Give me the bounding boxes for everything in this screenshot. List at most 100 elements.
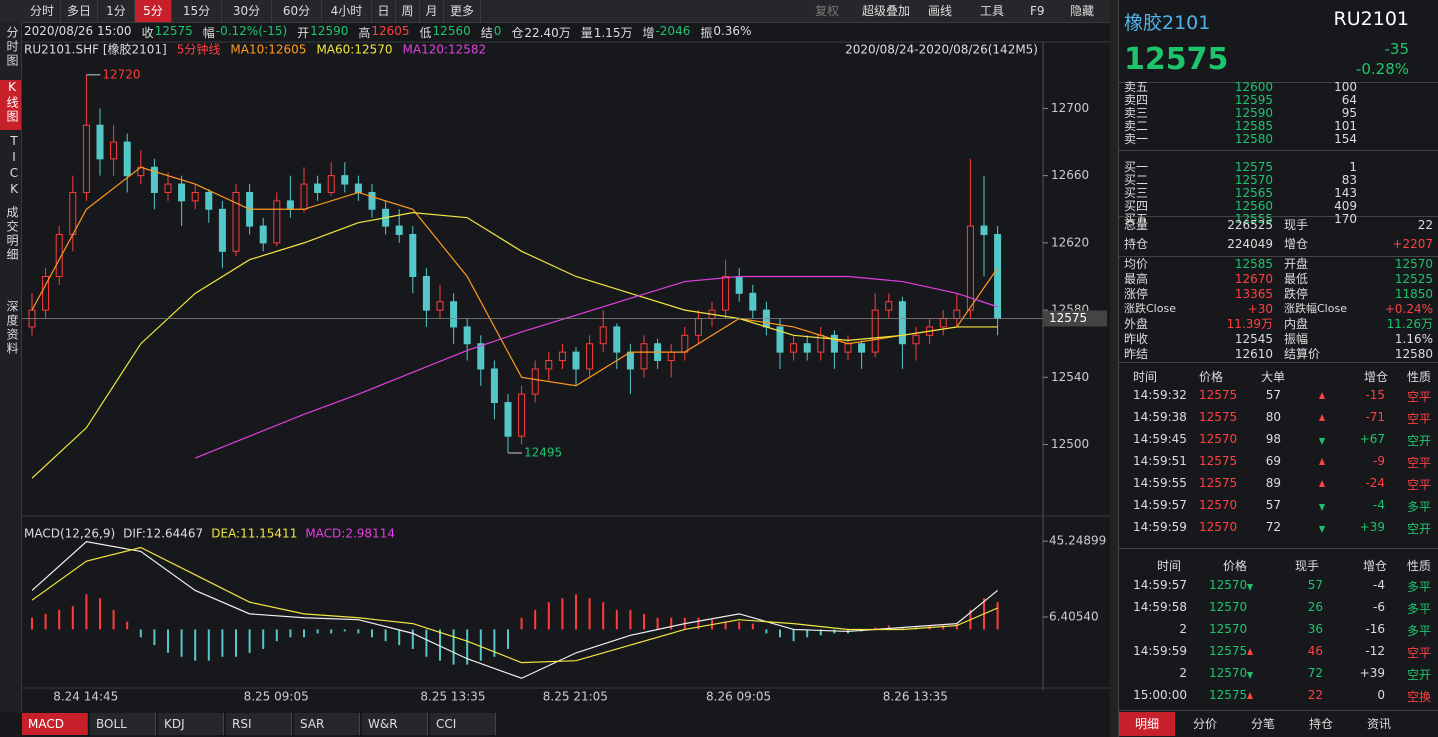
period-tab[interactable]: 1分 [98,0,135,22]
info-value: 12575 [154,24,193,38]
table-header: 增仓 [1364,370,1389,384]
candle-body [191,191,199,202]
indicator-tab[interactable]: W&R [362,713,428,735]
direction-arrow [1247,648,1253,655]
info-label: 振 [700,26,713,40]
direction-arrow [1247,692,1253,699]
tool-button[interactable]: 超级叠加 [862,4,911,18]
period-tab[interactable]: 30分 [222,0,272,22]
info-value: 22.40万 [524,26,571,40]
panel-tab[interactable]: 分笔 [1250,717,1275,731]
book-label: 卖二 [1124,119,1149,133]
book-volume: 143 [1334,186,1357,200]
indicator-tab[interactable]: CCI [430,713,496,735]
indicator-tab[interactable]: MACD [22,713,88,735]
panel-tab[interactable]: 资讯 [1366,717,1391,731]
period-tab[interactable]: 月 [420,0,444,22]
candle-body [694,318,702,336]
separator [1119,82,1438,83]
tick-change: +67 [1359,432,1385,446]
tick-nature: 空平 [1407,390,1432,404]
panel-tab[interactable]: 持仓 [1308,717,1333,731]
info-value: 2020/08/26 15:00 [24,24,132,38]
candle-body [354,183,362,193]
stat-label: 增仓 [1284,237,1309,251]
tick-price: 12575 [1199,388,1238,402]
tick-change: -4 [1373,498,1385,512]
tick-time: 14:59:38 [1133,410,1187,424]
indicator-tab[interactable]: BOLL [90,713,156,735]
table-header: 时间 [1157,559,1182,573]
candle-body [300,183,308,210]
period-tab[interactable]: 4小时 [322,0,372,22]
info-value: -2046 [655,24,691,38]
side-tab[interactable]: TICK [7,134,21,198]
book-label: 买五 [1124,212,1149,226]
tool-button[interactable]: F9 [1030,4,1045,18]
book-volume: 101 [1334,119,1357,133]
deal-price: 12570 [1209,600,1248,614]
book-volume: 83 [1341,173,1357,187]
tick-time: 14:59:32 [1133,388,1187,402]
tick-nature: 空平 [1407,456,1432,470]
deal-volume: 57 [1307,578,1323,592]
side-tab[interactable]: K线图 [0,80,21,130]
panel-tab[interactable]: 分价 [1192,717,1217,731]
tool-button[interactable]: 画线 [928,4,953,18]
candle-body [640,343,648,370]
info-label: 收 [141,26,154,40]
tick-time: 14:59:57 [1133,498,1187,512]
side-tab[interactable]: 深度资料 [5,300,19,356]
period-tab[interactable]: 周 [396,0,420,22]
indicator-tab[interactable]: RSI [226,713,292,735]
stat-label: 跌停 [1284,287,1309,301]
period-tab[interactable]: 多日 [61,0,98,22]
panel-tab[interactable]: 明细 [1119,712,1175,736]
legend-item: RU2101.SHF [橡胶2101] [24,42,167,57]
tool-button[interactable]: 复权 [815,4,840,18]
book-price: 12600 [1234,80,1273,94]
deal-time: 2 [1179,622,1187,636]
stat-value: 12525 [1394,272,1433,286]
candle-body [790,343,798,353]
side-tab[interactable]: 成交明细 [5,206,19,262]
tool-button[interactable]: 隐藏 [1070,4,1095,18]
indicator-tab[interactable]: KDJ [158,713,224,735]
stat-label: 最低 [1284,272,1309,286]
tick-price: 12570 [1199,520,1238,534]
candle-body [150,166,158,193]
info-label: 开 [297,26,310,40]
tick-volume: 72 [1265,520,1281,534]
book-price: 12590 [1234,106,1273,120]
period-tab[interactable]: 更多 [444,0,481,22]
tool-button[interactable]: 工具 [980,4,1005,18]
legend-item: MA120:12582 [403,43,487,57]
table-header: 增仓 [1363,559,1388,573]
stat-value: 12585 [1234,257,1273,271]
side-tab[interactable]: 分时图 [5,26,19,68]
stat-label: 涨跌幅Close [1284,302,1347,315]
period-tab[interactable]: 分时 [24,0,61,22]
stat-label: 涨跌Close [1124,302,1176,315]
change-pct: -0.28% [1355,60,1409,78]
candle-body [490,368,498,404]
period-tab[interactable]: 日 [372,0,396,22]
tick-nature: 空开 [1407,434,1432,448]
table-header: 性质 [1407,559,1432,573]
indicator-tab[interactable]: SAR [294,713,360,735]
candle-body [42,276,50,311]
chart: RU2101.SHF [橡胶2101] 5分钟线 MA10:12605 MA60:12… [22,41,1110,704]
period-tab[interactable]: 60分 [272,0,322,22]
separator [1119,256,1438,257]
ma-line [31,212,998,479]
candle-body [776,326,784,353]
book-label: 买一 [1124,160,1149,174]
period-tab[interactable]: 15分 [172,0,222,22]
book-price: 12575 [1234,160,1273,174]
candle-body [966,225,974,311]
table-header: 价格 [1223,559,1248,573]
macd-legend: DEA:11.15411 [211,527,297,541]
period-tab[interactable]: 5分 [135,0,172,22]
candle-body [96,124,104,160]
y-tick-label: 12540 [1051,370,1089,384]
